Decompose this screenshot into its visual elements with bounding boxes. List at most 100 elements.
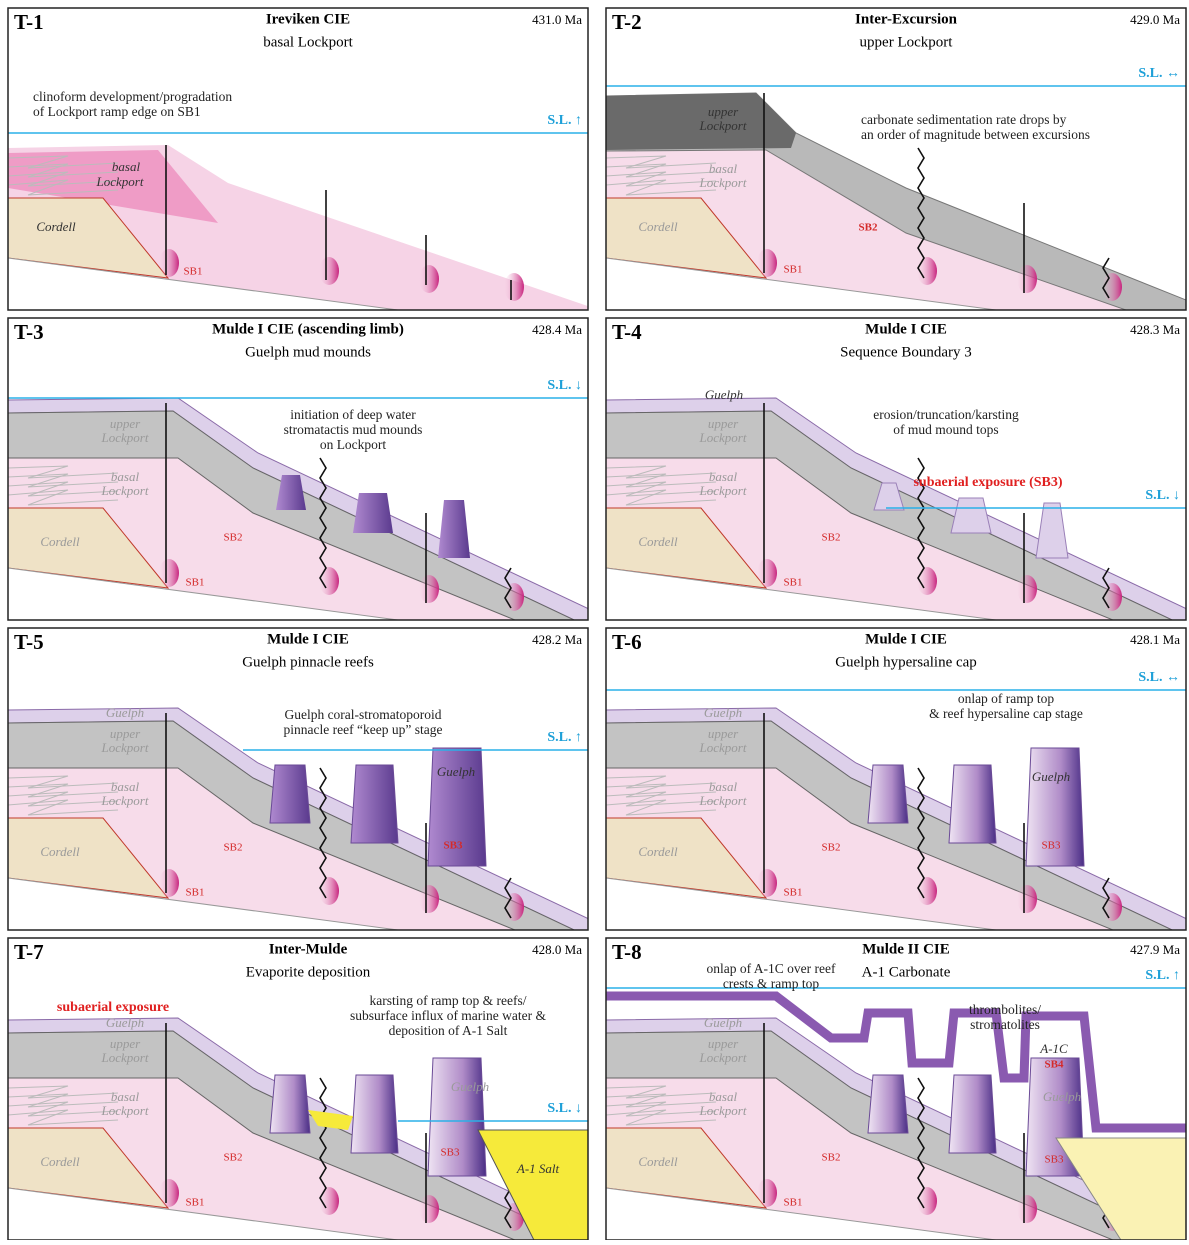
panel-title: Ireviken CIE bbox=[266, 11, 350, 27]
mud-mound bbox=[438, 500, 470, 558]
cross-section bbox=[606, 996, 1189, 1240]
unit-label: Lockport bbox=[101, 483, 149, 498]
unit-label: SB1 bbox=[784, 577, 803, 589]
pinnacle-reef bbox=[351, 1075, 398, 1153]
panel: S.L. ↑T-8Mulde II CIEA-1 Carbonate427.9 … bbox=[606, 938, 1189, 1240]
pinnacle-reef bbox=[868, 765, 908, 823]
annotation: initiation of deep water bbox=[290, 407, 416, 422]
unit-label: SB3 bbox=[1045, 1154, 1064, 1166]
sea-level-label: S.L. ↔ bbox=[1138, 670, 1180, 685]
panel-title: Mulde I CIE bbox=[865, 321, 947, 337]
panel-age: 431.0 Ma bbox=[532, 12, 582, 27]
pinnacle-reef bbox=[949, 1075, 996, 1153]
unit-label: Cordell bbox=[638, 534, 678, 549]
panel-subtitle: Guelph hypersaline cap bbox=[835, 654, 977, 670]
unit-label: SB1 bbox=[186, 887, 205, 899]
excursion bbox=[159, 559, 179, 587]
panel-subtitle: basal Lockport bbox=[263, 34, 353, 50]
cross-section bbox=[8, 1018, 608, 1240]
unit-label: SB2 bbox=[224, 1152, 243, 1164]
unit-label: subaerial exposure bbox=[57, 1000, 169, 1015]
unit-label: Guelph bbox=[451, 1079, 489, 1094]
unit-label: basal bbox=[709, 1089, 738, 1104]
unit-label: subaerial exposure (SB3) bbox=[913, 475, 1062, 490]
sea-level-label: S.L. ↓ bbox=[1145, 488, 1180, 503]
unit-label: SB1 bbox=[784, 887, 803, 899]
unit-label: upper bbox=[708, 416, 739, 431]
pinnacle-reef bbox=[868, 1075, 908, 1133]
annotation: stromatolites bbox=[970, 1017, 1040, 1032]
annotation: clinoform development/progradation bbox=[33, 89, 232, 104]
unit-label: Cordell bbox=[40, 534, 80, 549]
unit-label: SB4 bbox=[1045, 1059, 1064, 1071]
annotation: onlap of A-1C over reef bbox=[707, 961, 836, 976]
sea-level-label: S.L. ↔ bbox=[1138, 66, 1180, 81]
panel-id: T-4 bbox=[612, 320, 642, 344]
panel-age: 428.2 Ma bbox=[532, 632, 582, 647]
unit-label: Guelph bbox=[704, 705, 742, 720]
unit-label: Lockport bbox=[101, 793, 149, 808]
sea-level-label: S.L. ↓ bbox=[547, 378, 582, 393]
cross-section bbox=[8, 708, 608, 968]
unit-label: Guelph bbox=[437, 764, 475, 779]
unit-label: Guelph bbox=[1043, 1089, 1081, 1104]
excursion bbox=[1017, 265, 1037, 293]
annotation: of mud mound tops bbox=[893, 422, 998, 437]
excursion bbox=[1017, 1195, 1037, 1223]
annotation: on Lockport bbox=[320, 437, 387, 452]
panel-subtitle: Guelph pinnacle reefs bbox=[242, 654, 374, 670]
unit-label: Guelph bbox=[106, 705, 144, 720]
unit-label: Cordell bbox=[638, 844, 678, 859]
panel: S.L. ↑T-5Mulde I CIEGuelph pinnacle reef… bbox=[8, 628, 608, 968]
panel: S.L. ↓ T-4 Mulde I CIE Sequence Boundary 3 4… bbox=[606, 318, 1189, 658]
excursion bbox=[504, 583, 524, 611]
panel-title: Mulde I CIE bbox=[267, 631, 349, 647]
unit-label: Lockport bbox=[101, 740, 149, 755]
excursion bbox=[159, 249, 179, 277]
panel-id: T-6 bbox=[612, 630, 642, 654]
unit-label: upper bbox=[110, 416, 141, 431]
panel-age: 428.4 Ma bbox=[532, 322, 582, 337]
unit-label: upper bbox=[708, 726, 739, 741]
panel-age: 427.9 Ma bbox=[1130, 942, 1180, 957]
annotation: thrombolites/ bbox=[969, 1002, 1041, 1017]
panel-age: 428.0 Ma bbox=[532, 942, 582, 957]
unit-label: Lockport bbox=[699, 1103, 747, 1118]
panel-age: 428.3 Ma bbox=[1130, 322, 1180, 337]
unit-label: basal bbox=[709, 161, 738, 176]
unit-label: basal bbox=[112, 159, 141, 174]
pinnacle-reef bbox=[949, 765, 996, 843]
excursion bbox=[504, 893, 524, 921]
panel-id: T-2 bbox=[612, 10, 642, 34]
excursion bbox=[1017, 575, 1037, 603]
unit-label: Lockport bbox=[699, 430, 747, 445]
unit-label: Lockport bbox=[699, 740, 747, 755]
panel: S.L. ↓T-3Mulde I CIE (ascending limb)Gue… bbox=[8, 318, 608, 658]
annotation: & reef hypersaline cap stage bbox=[929, 706, 1083, 721]
annotation: an order of magnitude between excursions bbox=[861, 127, 1090, 142]
unit-label: SB2 bbox=[822, 532, 841, 544]
panel-title: Mulde I CIE (ascending limb) bbox=[212, 321, 404, 337]
unit-label: upper bbox=[110, 1036, 141, 1051]
excursion bbox=[757, 869, 777, 897]
unit-label: SB2 bbox=[224, 532, 243, 544]
unit-label: Guelph bbox=[704, 1015, 742, 1030]
panel-id: T-8 bbox=[612, 940, 642, 964]
panel-subtitle: Sequence Boundary 3 bbox=[840, 344, 972, 360]
unit-label: basal bbox=[111, 469, 140, 484]
unit-label: Guelph bbox=[1032, 769, 1070, 784]
unit-label: Lockport bbox=[699, 118, 747, 133]
panel-title: Mulde I CIE bbox=[865, 631, 947, 647]
unit-label: Lockport bbox=[101, 430, 149, 445]
excursion bbox=[419, 1195, 439, 1223]
excursion bbox=[757, 1179, 777, 1207]
unit-label: basal bbox=[111, 779, 140, 794]
unit-label: Lockport bbox=[96, 174, 144, 189]
excursion bbox=[757, 249, 777, 277]
panel-title: Mulde II CIE bbox=[862, 941, 950, 957]
unit-label: SB1 bbox=[186, 1197, 205, 1209]
unit-label: SB2 bbox=[822, 1152, 841, 1164]
unit-label: SB1 bbox=[186, 577, 205, 589]
annotation: crests & ramp top bbox=[723, 976, 820, 991]
